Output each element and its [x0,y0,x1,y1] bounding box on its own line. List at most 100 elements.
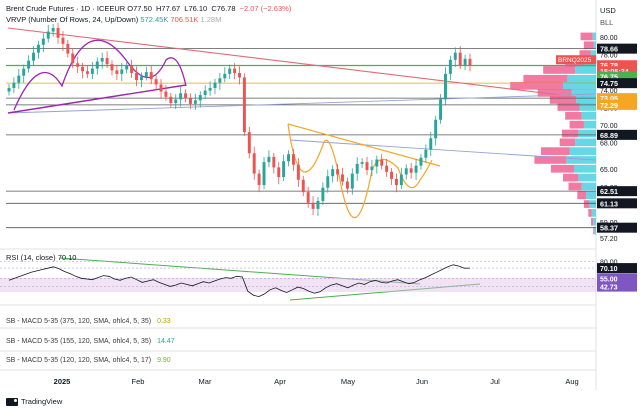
volume-profile-up-bar [583,120,596,129]
price-label-box [597,71,637,82]
candle-body [429,138,433,150]
candle-body [272,156,276,168]
blue-trend-line-lower[interactable] [289,139,597,161]
open-value: O77.50 [127,4,152,13]
price-label-box [597,222,637,233]
vrvp-label: VRVP (Number Of Rows, 24, Up/Down) [6,15,139,24]
blue-trend-line-upper[interactable] [7,93,597,114]
macd-indicator-3[interactable]: SB - MACD 5-35 (120, 120, SMA, ohlc4, 5,… [6,357,171,364]
candle-body [448,59,452,74]
price-label-box [597,186,637,197]
candle-body [100,58,104,62]
candle-body [27,60,31,69]
candle-body [291,154,295,165]
volume-profile-down-bar [537,89,572,97]
candle-body [350,173,354,189]
volume-profile-up-bar [578,173,596,182]
price-label-text: 74.75 [600,79,618,88]
volume-profile-down-bar [549,96,577,104]
candle-body [360,162,364,164]
tradingview-footer[interactable]: TradingView [6,397,62,406]
candle-body [267,156,271,163]
candle-body [208,88,212,91]
drawings[interactable] [7,27,597,301]
candle-body [203,90,207,96]
candle-body [71,53,75,64]
volume-profile-up-bar [581,182,596,191]
rsi-legend[interactable]: RSI (14, close) 70.10 [6,253,76,262]
macd-value: 9.90 [157,357,171,364]
volume-profile-up-bar [594,226,596,235]
volume-profile-up-bar [590,50,596,58]
candle-body [85,71,89,74]
rsi-resistance-line[interactable] [59,257,421,285]
candle-body [453,52,457,60]
macd-label: SB - MACD 5-35 (155, 120, SMA, ohlc4, 5,… [6,338,152,345]
price-label-text: 68.89 [600,131,618,140]
time-tick-label: Jun [416,377,428,386]
price-label-text: 73.05 [600,94,618,103]
time-tick-label: Feb [132,377,145,386]
time-tick-label: 2025 [54,377,71,386]
change-value: −2.07 (−2.63%) [239,4,292,13]
price-label-box [597,60,637,71]
macd-indicator-2[interactable]: SB - MACD 5-35 (155, 120, SMA, ohlc4, 5,… [6,338,175,345]
candle-body [154,79,158,85]
candle-body [223,73,227,79]
candle-body [125,65,129,70]
price-label-box [597,198,637,209]
cup-and-handle-pattern[interactable] [287,123,433,219]
volume-profile-down-bar [550,164,574,173]
rsi-tick-label: 80.00 [600,259,618,266]
currency-label[interactable]: USD [600,6,616,15]
macd-indicator-1[interactable]: SB - MACD 5-35 (375, 120, SMA, ohlc4, 5,… [6,318,171,325]
low-value: L76.10 [184,4,208,13]
rsi-band [0,278,596,292]
scale-label[interactable]: BLL [600,18,614,27]
price-tick-label: 57.20 [600,236,618,243]
candle-body [345,181,349,189]
candle-body [95,61,99,69]
long-downtrend-line[interactable] [7,27,561,96]
candle-body [144,72,148,77]
volume-profile-up-bar [593,217,596,226]
time-axis[interactable]: 2025 Feb Mar Apr May Jun Jul Aug [54,377,579,386]
candle-body [7,88,11,92]
candle-body [282,161,286,178]
candle-body [115,70,119,74]
rsi-value: 70.10 [57,253,77,262]
candle-body [439,99,443,120]
rsi-line[interactable] [8,264,471,298]
volume-profile-up-bar [575,138,596,147]
price-tick-label: 78.00 [600,52,618,59]
ohlc-values: O77.50 H77.67 L76.10 C76.78 −2.07 (−2.63… [127,4,293,13]
price-tick-label: 68.00 [600,141,618,148]
macd-label: SB - MACD 5-35 (120, 120, SMA, ohlc4, 5,… [6,357,152,364]
neckline[interactable] [7,84,187,114]
candle-body [149,72,153,80]
symbol-title[interactable]: Brent Crude Futures · 1D · ICEEUR [6,4,126,13]
brand-name: TradingView [21,397,63,406]
price-label-text: 58.37 [600,224,618,233]
vrvp-legend[interactable]: VRVP (Number Of Rows, 24, Up/Down) 572.4… [6,15,221,24]
rsi-tick-label: 70.10 [600,266,618,273]
price-tick-label: 65.00 [600,167,618,174]
volume-profile-up-bar [586,191,596,200]
volume-profile-up-bar [593,41,596,50]
head-and-shoulders-pattern[interactable] [13,39,187,111]
price-label-text: 62.51 [600,187,618,196]
candle-body [355,163,359,174]
tradingview-logo-icon [6,397,18,406]
volume-profile-down-bar [534,156,567,164]
symbol-tag-box [556,55,596,65]
candlesticks[interactable] [7,22,472,217]
price-label-box [597,66,637,77]
candle-body [164,91,168,97]
volume-profile-up-bar [579,103,596,111]
candle-body [218,78,222,83]
cup-handle-rim[interactable] [287,123,441,167]
candle-body [375,159,379,167]
candle-body [262,162,266,186]
